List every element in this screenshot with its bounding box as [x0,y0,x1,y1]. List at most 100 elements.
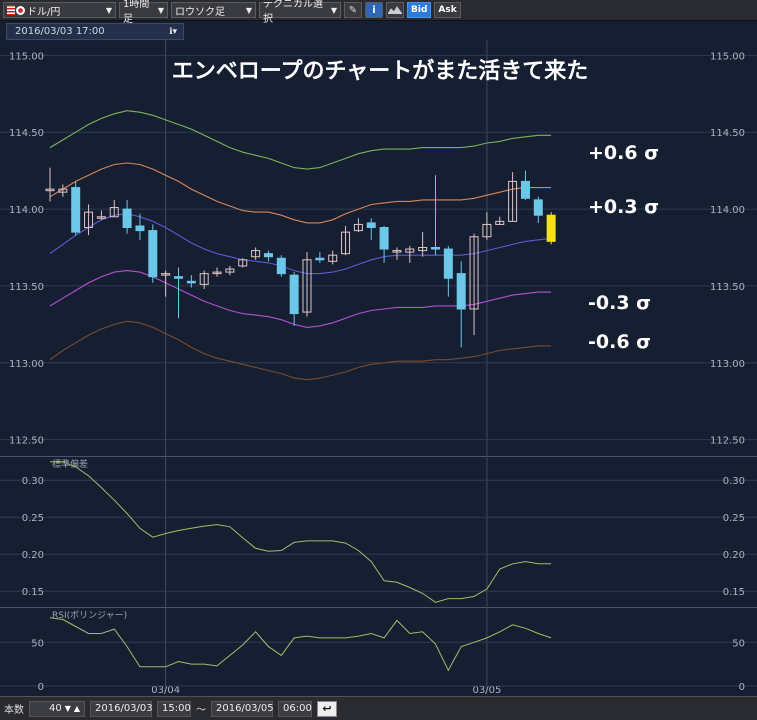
candle-body [392,250,402,253]
candle-body [276,257,286,275]
arrow-down-icon[interactable]: ▼ [64,704,71,713]
cursor-datetime: 2016/03/03 17:00 [15,26,105,37]
chart-style-label: ロウソク足 [175,6,225,18]
mountain-shape [388,5,402,14]
chevron-down-icon: ▼ [330,5,337,15]
envelope-mid-line [49,213,552,275]
sd-tick-label-left: 0.30 [22,476,44,487]
candle-body [161,273,171,276]
x-tick-label: 03/05 [472,685,501,696]
info-icon[interactable]: i [365,2,383,18]
annotation-title: エンベロープのチャートがまた活きて来た [172,58,588,84]
bid-button[interactable]: Bid [407,2,432,18]
annotation-m03: -0.3 σ [588,292,651,314]
candle-body [405,248,415,253]
candle-body [431,247,440,250]
chevron-down-icon: ▼ [105,5,112,15]
y-tick-label-left: 114.50 [9,128,44,139]
candle-body [45,188,55,192]
candle-body [174,276,183,279]
rsi-tick-label-right: 50 [732,638,745,649]
pair-label: ドル/円 [27,6,61,18]
to-time-input[interactable]: 06:00 [278,700,312,717]
sd-tick-label-left: 0.15 [22,587,44,598]
candle-body [546,214,556,242]
from-date-input[interactable]: 2016/03/03 [90,700,153,717]
rsi-tick-label-left: 0 [38,682,44,693]
rsi-tick-label-left: 50 [31,638,44,649]
candle-body [495,220,505,225]
y-tick-label-right: 112.50 [710,436,745,447]
count-value: 40 [48,703,62,714]
timeframe-select[interactable]: 1時間足 ▼ [119,0,168,25]
candle-body [135,225,145,232]
annotation-p03: +0.3 σ [588,196,659,218]
sub-panels: 0.30 0.30 0.25 0.25 0.20 0.20 0.15 0.15 標準偏差 50 50… [0,458,757,693]
ask-button[interactable]: Ask [434,2,461,18]
chevron-down-icon: ▼ [157,5,164,15]
technical-select[interactable]: テクニカル選択 ▼ [259,0,341,25]
envelope-p03-line [49,162,552,224]
x-tick-label: 03/04 [151,685,180,696]
candle-body [186,280,196,284]
candle-body [148,230,158,278]
candle-body [443,248,453,279]
y-tick-label-right: 114.00 [710,205,745,216]
candle-body [71,187,81,233]
pencil-icon[interactable]: ✎ [344,2,362,18]
candle-body [122,208,132,229]
envelope-lines [49,110,552,381]
toolbar: ドル/円 ▼ 1時間足 ▼ ロウソク足 ▼ テクニカル選択 ▼ ✎ i Bid … [0,0,757,25]
count-input[interactable]: 40 ▼ ▲ [29,700,85,717]
sd-tick-label-left: 0.20 [22,550,44,561]
candle-body [289,274,299,315]
candle-body [520,180,530,199]
pair-group: ドル/円 [7,3,60,18]
y-tick-label-left: 114.00 [9,205,44,216]
info-dropdown-icon[interactable]: ℹ▾ [169,26,177,37]
candle-body [533,199,543,216]
sd-tick-label-left: 0.25 [22,513,44,524]
currency-pair-select[interactable]: ドル/円 ▼ [3,2,116,18]
envelope-p06-line [49,110,552,170]
rsi-series-line [49,617,552,672]
envelope-m06-line [49,320,552,381]
candle-body [456,273,466,310]
bottom-bar: 本数 40 ▼ ▲ 2016/03/03 15:00 〜 2016/03/05 … [0,696,757,720]
y-tick-label-left: 113.00 [9,359,44,370]
candle-body [353,223,363,232]
candle-body [212,271,222,275]
arrow-up-icon[interactable]: ▲ [73,704,80,713]
sd-tick-label-right: 0.25 [723,513,745,524]
y-tick-label-right: 113.50 [710,282,745,293]
sd-tick-label-right: 0.15 [723,587,745,598]
annotation-p06: +0.6 σ [588,142,659,164]
sd-tick-label-right: 0.20 [723,550,745,561]
y-tick-label-right: 114.50 [710,128,745,139]
sd-series-line [50,461,552,603]
chart-style-select[interactable]: ロウソク足 ▼ [171,2,256,18]
range-tilde: 〜 [196,705,206,716]
y-tick-label-right: 115.00 [710,51,745,62]
return-icon[interactable]: ↩ [317,700,337,717]
candle-body [379,227,389,250]
candle-body [58,188,68,193]
candle-body [199,273,209,285]
candle-body [225,268,235,273]
grid: 03/04 03/05 115.00 115.00 114.50 114.50 114.00… [0,40,757,696]
candle-body [302,259,312,313]
chart-area: 03/04 03/05 115.00 115.00 114.50 114.50 114.00… [0,40,757,696]
candles [45,167,556,348]
candle-body [96,216,106,219]
sd-panel-title: 標準偏差 [52,458,88,470]
chevron-down-icon: ▼ [245,5,252,15]
mountain-icon[interactable] [386,2,404,18]
candle-body [84,211,94,229]
y-tick-label-right: 113.00 [710,359,745,370]
from-time-input[interactable]: 15:00 [157,700,191,717]
candle-body [418,247,428,252]
rsi-tick-label-right: 0 [739,682,745,693]
flag-icon [7,5,25,15]
y-tick-label-left: 115.00 [9,51,44,62]
to-date-input[interactable]: 2016/03/05 [211,700,274,717]
